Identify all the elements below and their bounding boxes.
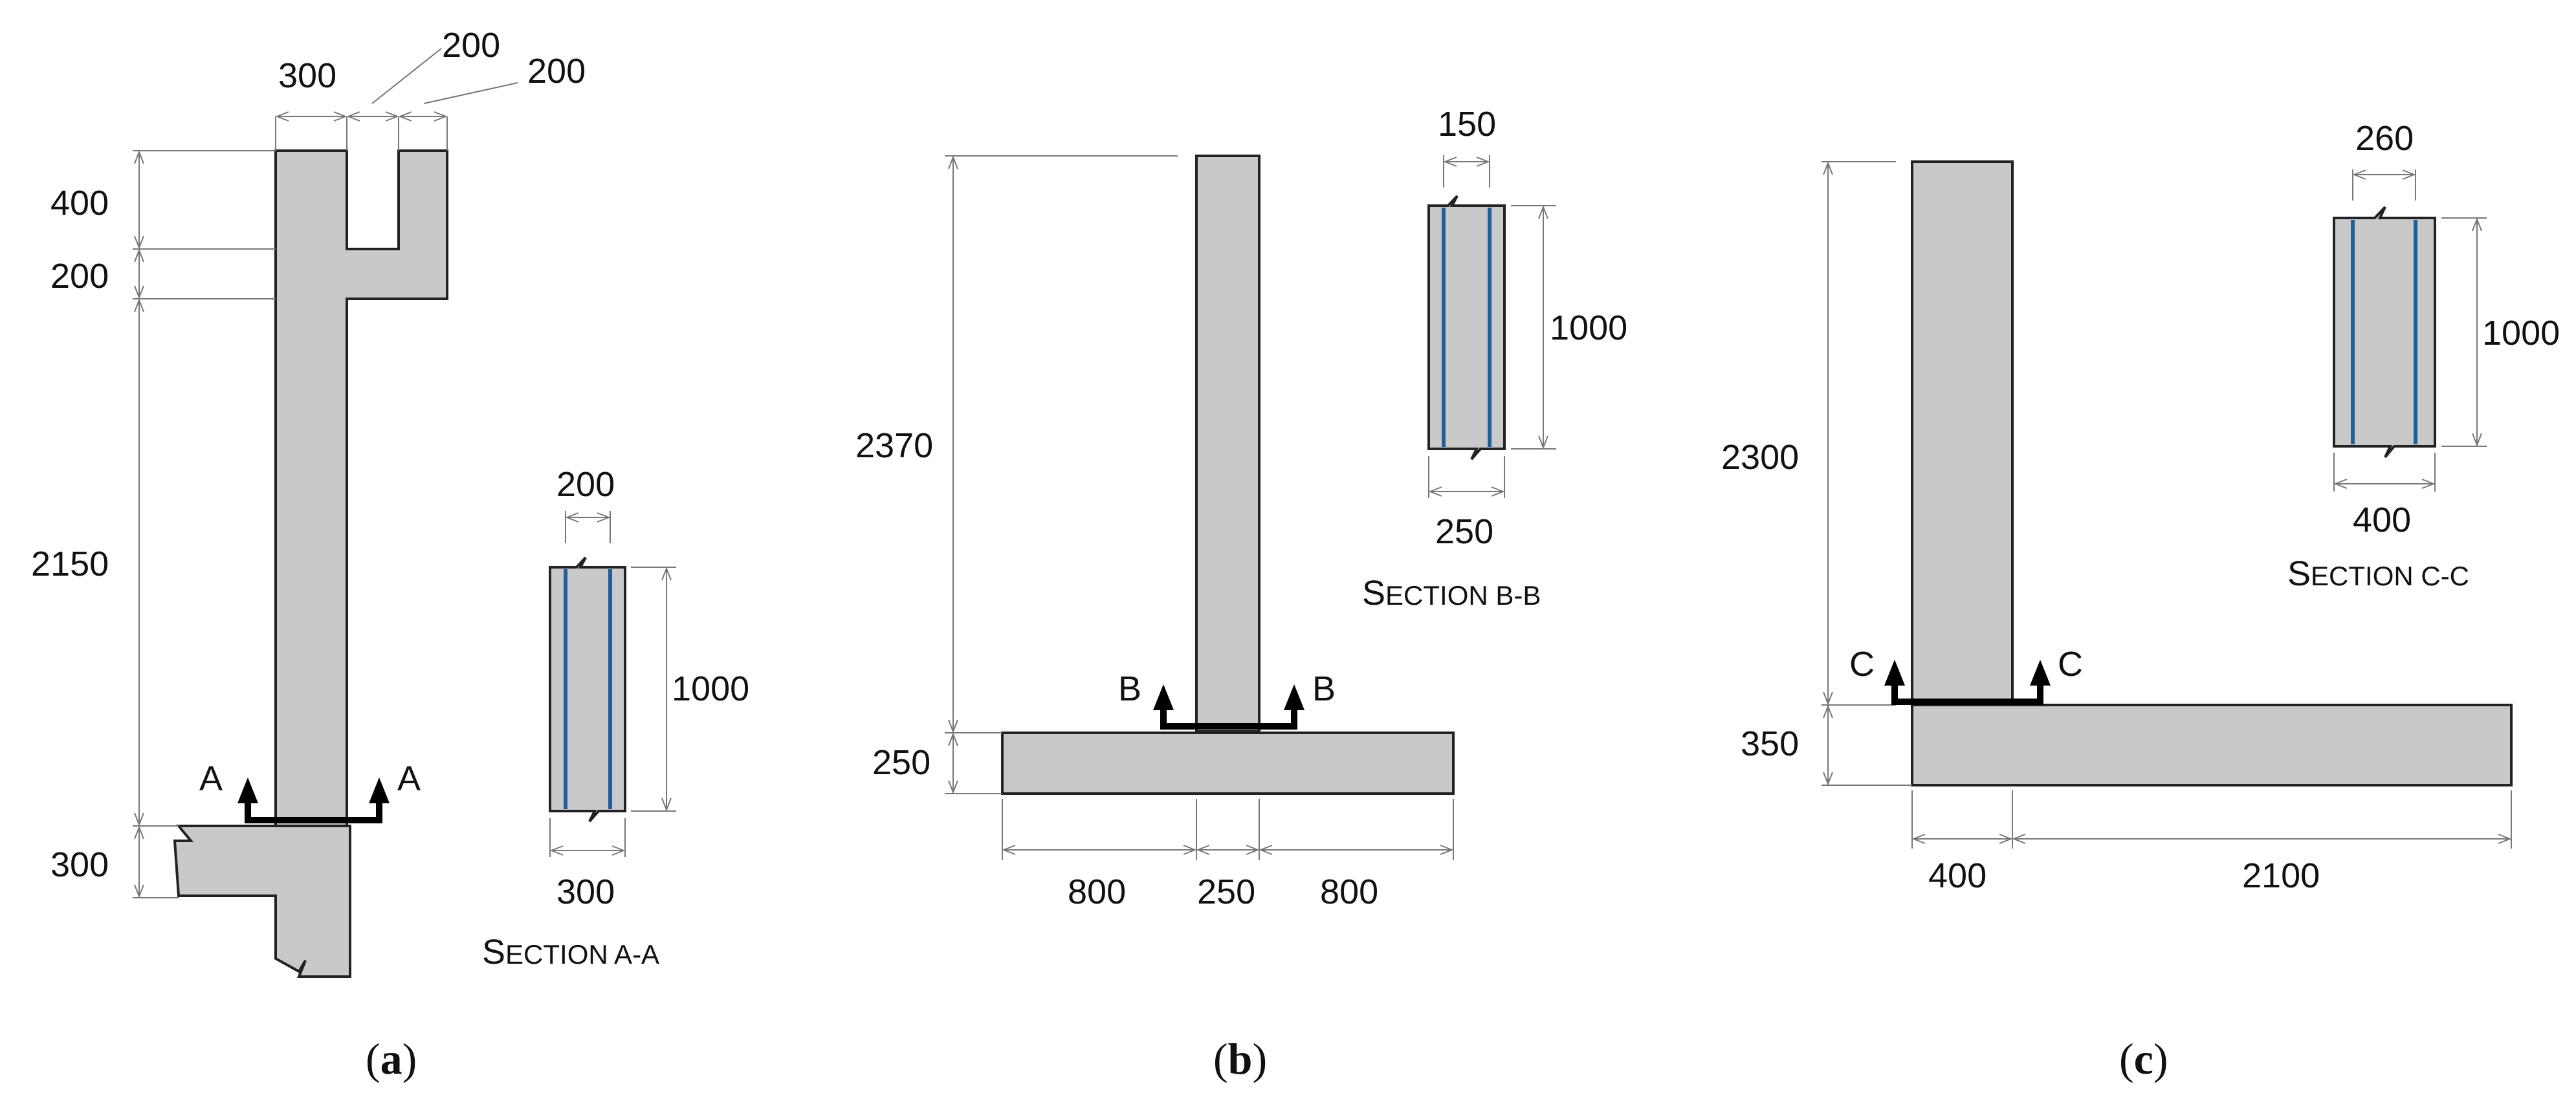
dim-b-height-footing: 250 [872,743,930,782]
dim-c-height-wall: 2300 [1721,438,1799,477]
section-b-height: 1000 [1550,309,1627,347]
cut-b-line [1160,713,1297,730]
section-c-width-bottom: 400 [2353,501,2411,539]
panel-c: 2300 350 400 2100 C C 260 1000 [1721,119,2560,1083]
dim-b-height-wall: 2370 [855,426,933,465]
section-a-height: 1000 [672,669,749,708]
section-b-body [1427,195,1506,461]
section-b-title: SECTION B-B [1362,574,1541,613]
dim-a-height-wall: 2150 [31,545,109,583]
panel-b-footing [1001,732,1455,795]
dim-a-right-width: 200 [527,52,586,91]
section-b-width-top: 150 [1438,105,1496,144]
dim-b-left-toe: 800 [1068,873,1126,911]
dim-a-gap-width: 200 [442,26,500,65]
cut-b-label-right: B [1312,669,1336,708]
dim-a-height-mid: 200 [50,257,109,296]
cut-c-label-right: C [2058,645,2083,684]
dim-b-right-toe: 800 [1320,873,1378,911]
section-c-c: 260 1000 400 SECTION C-C [2287,119,2560,593]
panel-b-wall [1195,155,1260,733]
dim-c-wall: 400 [1928,856,1987,895]
section-a-a: 200 1000 300 SECTION A-A [482,465,749,971]
dim-a-top-width: 300 [278,56,336,95]
cut-a-line [245,807,382,823]
section-c-body [2333,206,2436,459]
caption-a: (a) [366,1034,417,1083]
cut-c-label-left: C [1849,645,1875,684]
section-c-height: 1000 [2482,314,2560,352]
panel-a-wall-body [173,149,448,978]
panel-b: 2370 250 800 250 800 B B 150 [855,105,1627,1083]
dim-c-height-footing: 350 [1741,724,1799,763]
section-a-title: SECTION A-A [482,933,659,971]
dim-a-height-top: 400 [50,184,109,222]
cut-c-line [1891,689,2043,705]
section-a-width-bottom: 300 [556,873,615,911]
section-b-b: 150 1000 250 SECTION B-B [1362,105,1627,613]
panel-c-footing [1911,704,2513,786]
panel-a: 300 200 200 400 200 2150 300 A A 200 [31,26,749,1083]
cut-b-label-left: B [1118,669,1141,708]
cut-a-label-left: A [199,759,223,798]
panel-c-wall [1911,160,2014,706]
dim-b-wall: 250 [1197,873,1255,911]
section-a-body [549,556,626,823]
dim-a-height-base: 300 [50,845,109,884]
section-a-width-top: 200 [556,465,615,504]
cut-a-label-right: A [397,759,421,798]
dim-c-toe: 2100 [2242,856,2320,895]
section-c-title: SECTION C-C [2287,554,2469,593]
section-c-width-top: 260 [2355,119,2414,158]
section-b-width-bottom: 250 [1435,512,1493,551]
caption-c: (c) [2119,1034,2168,1083]
caption-b: (b) [1213,1034,1267,1083]
